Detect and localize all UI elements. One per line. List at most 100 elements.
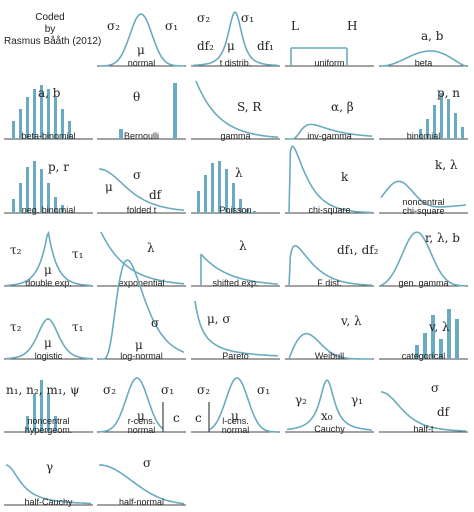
- distribution-label: beta-binomial: [21, 131, 76, 141]
- parameter-symbol: τ₁: [72, 320, 84, 334]
- distribution-cell-cauchy: Cauchy γ₂ γ₁ x₀: [285, 370, 374, 436]
- distribution-label: categorical: [401, 351, 446, 361]
- distribution-label: F dist.: [317, 278, 342, 288]
- distribution-plot: [285, 123, 374, 140]
- parameter-symbol: c: [173, 411, 180, 425]
- distribution-label: gen. gamma: [398, 278, 449, 288]
- parameter-symbol: σ₁: [165, 19, 179, 33]
- parameter-symbol: σ: [133, 168, 142, 182]
- density-curve: [287, 123, 373, 140]
- distribution-plot: [285, 245, 374, 287]
- distribution-cell-bernoulli: Bernoulli θ: [97, 77, 186, 143]
- probability-bar: [47, 394, 50, 432]
- probability-bar: [26, 416, 29, 432]
- distribution-label: half-Cauchy: [24, 497, 73, 507]
- credit-line-1: Coded: [35, 12, 65, 23]
- probability-bar: [225, 169, 228, 213]
- distribution-label: half-normal: [118, 497, 165, 507]
- distribution-plot: [97, 259, 186, 360]
- probability-bar: [447, 309, 451, 359]
- probability-bar: [47, 183, 50, 213]
- distribution-plot: [379, 93, 468, 140]
- credit-line-2: by: [44, 24, 56, 35]
- probability-bar: [12, 121, 15, 139]
- distribution-label: Bernoulli: [123, 131, 160, 141]
- distribution-label: Cauchy: [314, 424, 345, 434]
- distribution-label: neg. binomial: [21, 205, 76, 215]
- parameter-symbol: γ₁: [351, 393, 363, 407]
- distribution-label: double exp.: [25, 278, 72, 288]
- distribution-plot: [285, 145, 374, 214]
- distribution-plot: [191, 161, 280, 214]
- distribution-plot: [97, 13, 186, 67]
- parameter-symbol: p, r: [48, 160, 70, 174]
- density-curve: [5, 464, 92, 505]
- parameter-symbol: λ: [147, 241, 155, 255]
- distribution-plot: [4, 230, 93, 287]
- probability-bar: [426, 119, 429, 139]
- distribution-cell-inv-gamma: inv-gamma α, β: [285, 77, 374, 143]
- parameter-symbol: df₁, df₂: [337, 243, 379, 257]
- parameter-symbol: c: [195, 411, 202, 425]
- distribution-plot: [379, 391, 468, 433]
- distribution-cell-neg-binomial: neg. binomial p, r: [4, 151, 93, 217]
- parameter-symbol: r, λ, b: [425, 231, 460, 245]
- distribution-label: Pareto: [222, 351, 249, 361]
- parameter-symbol: n₁, n₂, m₁, ψ: [6, 383, 80, 397]
- distribution-plot: [97, 168, 186, 214]
- distribution-cell-beta-binomial: beta-binomial a, b: [4, 77, 93, 143]
- probability-bar: [33, 394, 36, 432]
- parameter-symbol: μ: [44, 336, 52, 350]
- distribution-plot: [191, 300, 280, 360]
- parameter-symbol: τ₂: [10, 243, 22, 257]
- probability-bar: [40, 85, 43, 139]
- distribution-label: inv-gamma: [307, 131, 352, 141]
- probability-bar: [455, 319, 459, 359]
- distribution-label: Poisson: [219, 205, 252, 215]
- parameter-symbol: σ₂: [107, 19, 121, 33]
- distribution-cell-uniform: uniform L H: [285, 4, 374, 70]
- parameter-symbol: σ₁: [257, 383, 271, 397]
- parameter-symbol: σ₁: [161, 383, 175, 397]
- distribution-cell-noncentral-chi-square: noncentral chi-square k, λ: [379, 151, 468, 217]
- distribution-plot: [191, 11, 280, 67]
- distribution-label: noncentral hypergeom.: [24, 416, 73, 435]
- distribution-cell-gamma: gamma S, R: [191, 77, 280, 143]
- distribution-label: gamma: [220, 131, 251, 141]
- distribution-cell-noncentral-hypergeom: noncentral hypergeom. n₁, n₂, m₁, ψ: [4, 370, 93, 436]
- density-curve: [286, 379, 373, 431]
- parameter-symbol: H: [347, 19, 358, 33]
- density-curve: [195, 80, 279, 139]
- distribution-label: beta: [414, 58, 433, 68]
- probability-bar: [253, 211, 256, 213]
- probability-bar: [439, 339, 443, 359]
- probability-bar: [26, 97, 29, 139]
- probability-bar: [246, 209, 249, 213]
- distribution-cell-l-cens-normal: l-cens. normal σ₂ σ₁ μ c: [191, 370, 280, 436]
- probability-bar: [433, 105, 436, 139]
- distribution-cell-poisson: Poisson λ: [191, 151, 280, 217]
- parameter-symbol: df: [149, 188, 162, 202]
- probability-bar: [68, 121, 71, 139]
- distribution-cell-beta: beta a, b: [379, 4, 468, 70]
- distribution-cell-chi-square: chi-square k: [285, 145, 374, 217]
- density-curve: [208, 377, 278, 433]
- distribution-plot: [4, 464, 93, 506]
- distribution-label: r-cens. normal: [127, 416, 156, 435]
- distribution-plot: [285, 47, 374, 67]
- parameter-symbol: df₁: [257, 39, 274, 53]
- distribution-cell-exponential: exponential λ: [97, 224, 186, 290]
- distribution-plot: [191, 80, 280, 140]
- parameter-symbol: σ: [143, 456, 152, 470]
- distribution-cell-categorical: categorical v, λ: [379, 297, 468, 363]
- probability-bar: [40, 169, 43, 213]
- distribution-cell-folded-t: folded t μ σ df: [97, 151, 186, 217]
- probability-bar: [119, 129, 123, 139]
- density-curve: [288, 145, 372, 214]
- probability-bar: [454, 113, 457, 139]
- parameter-symbol: μ: [44, 263, 52, 277]
- parameter-symbol: μ, σ: [207, 312, 231, 326]
- parameter-symbol: L: [291, 19, 299, 33]
- probability-bar: [12, 199, 15, 213]
- parameter-symbol: μ: [135, 338, 143, 352]
